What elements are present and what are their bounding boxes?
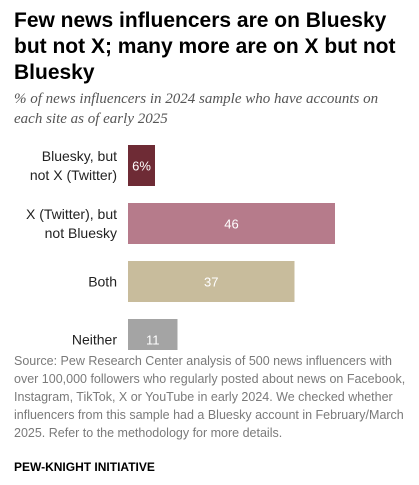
bar-chart: 6% Bluesky, but not X (Twitter) 46 X (Twitte… bbox=[26, 145, 335, 350]
category-label-1-0: X (Twitter), but bbox=[26, 206, 117, 222]
bar-3 bbox=[128, 319, 178, 350]
bar-value-label-3: 11 bbox=[146, 333, 160, 348]
bar-value-label-0: 6% bbox=[132, 159, 151, 174]
bar-0 bbox=[128, 145, 155, 186]
chart-title: Few news influencers are on Bluesky but … bbox=[14, 9, 396, 84]
source-note: Source: Pew Research Center analysis of … bbox=[14, 354, 406, 440]
bar-1 bbox=[128, 203, 335, 244]
bar-2 bbox=[128, 261, 295, 302]
category-label-2-0: Both bbox=[88, 274, 117, 290]
category-label-3-0: Neither bbox=[72, 332, 117, 348]
bar-value-label-2: 37 bbox=[204, 275, 218, 290]
chart-subtitle: % of news influencers in 2024 sample who… bbox=[14, 91, 379, 127]
category-label-0-1: not X (Twitter) bbox=[30, 167, 117, 183]
category-label-0-0: Bluesky, but bbox=[42, 148, 117, 164]
category-label-1-1: not Bluesky bbox=[45, 225, 117, 241]
bar-value-label-1: 46 bbox=[224, 217, 238, 232]
credit-label: PEW-KNIGHT INITIATIVE bbox=[14, 460, 155, 474]
